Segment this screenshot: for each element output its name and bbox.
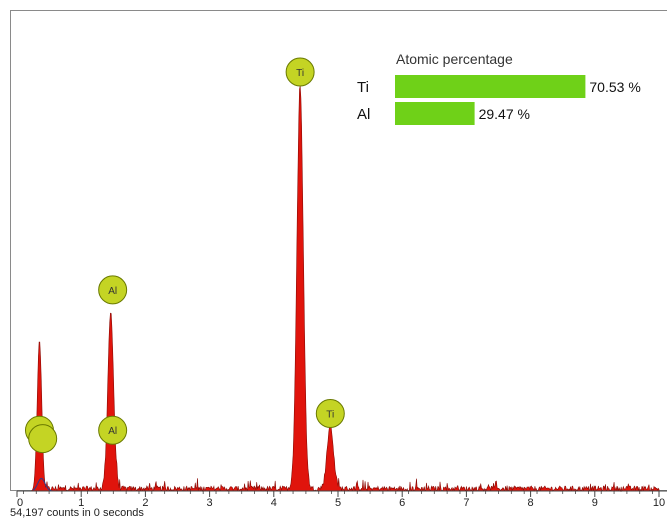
x-tick-label: 5 bbox=[335, 497, 341, 509]
legend-element: Al bbox=[357, 106, 370, 123]
atomic-percentage-legend: Atomic percentage Ti 70.53 % Al 29.47 % bbox=[357, 51, 641, 125]
x-axis: 0 1 2 3 4 5 6 7 8 9 10 bbox=[16, 490, 667, 509]
x-tick-label: 2 bbox=[142, 497, 148, 509]
legend-element: Ti bbox=[357, 79, 369, 96]
legend-row-ti: Ti 70.53 % bbox=[357, 75, 641, 98]
element-marker-ti[interactable]: Ti bbox=[285, 57, 315, 87]
marker-circle bbox=[98, 275, 128, 305]
x-tick-label: 0 bbox=[17, 497, 23, 509]
x-tick-label: 3 bbox=[207, 497, 213, 509]
legend-value: 70.53 % bbox=[589, 79, 640, 95]
x-tick-label: 7 bbox=[463, 497, 469, 509]
element-marker-overlap[interactable] bbox=[28, 424, 58, 454]
x-tick-label: 4 bbox=[271, 497, 277, 509]
x-tick-label: 10 bbox=[653, 497, 665, 509]
marker-circle bbox=[28, 424, 58, 454]
element-markers: TiAlAlTiTi bbox=[24, 57, 345, 454]
marker-label: Ti bbox=[326, 409, 334, 420]
legend-bar bbox=[395, 75, 586, 98]
legend-row-al: Al 29.47 % bbox=[357, 102, 530, 125]
element-marker-ti[interactable]: Ti bbox=[315, 398, 345, 428]
x-tick-label: 9 bbox=[592, 497, 598, 509]
element-marker-al[interactable]: Al bbox=[98, 415, 128, 445]
marker-label: Al bbox=[108, 286, 117, 297]
marker-circle bbox=[315, 398, 345, 428]
marker-circle bbox=[98, 415, 128, 445]
marker-label: Ti bbox=[296, 68, 304, 79]
acquisition-counts: 54,197 counts in 0 seconds bbox=[10, 507, 144, 519]
spectrum-area bbox=[17, 85, 660, 493]
legend-title: Atomic percentage bbox=[396, 51, 513, 67]
marker-circle bbox=[285, 57, 315, 87]
x-tick-label: 1 bbox=[78, 497, 84, 509]
legend-bar bbox=[395, 102, 475, 125]
marker-label: Al bbox=[108, 426, 117, 437]
element-marker-al[interactable]: Al bbox=[98, 275, 128, 305]
x-tick-label: 8 bbox=[528, 497, 534, 509]
legend-value: 29.47 % bbox=[479, 106, 530, 122]
x-tick-label: 6 bbox=[399, 497, 405, 509]
